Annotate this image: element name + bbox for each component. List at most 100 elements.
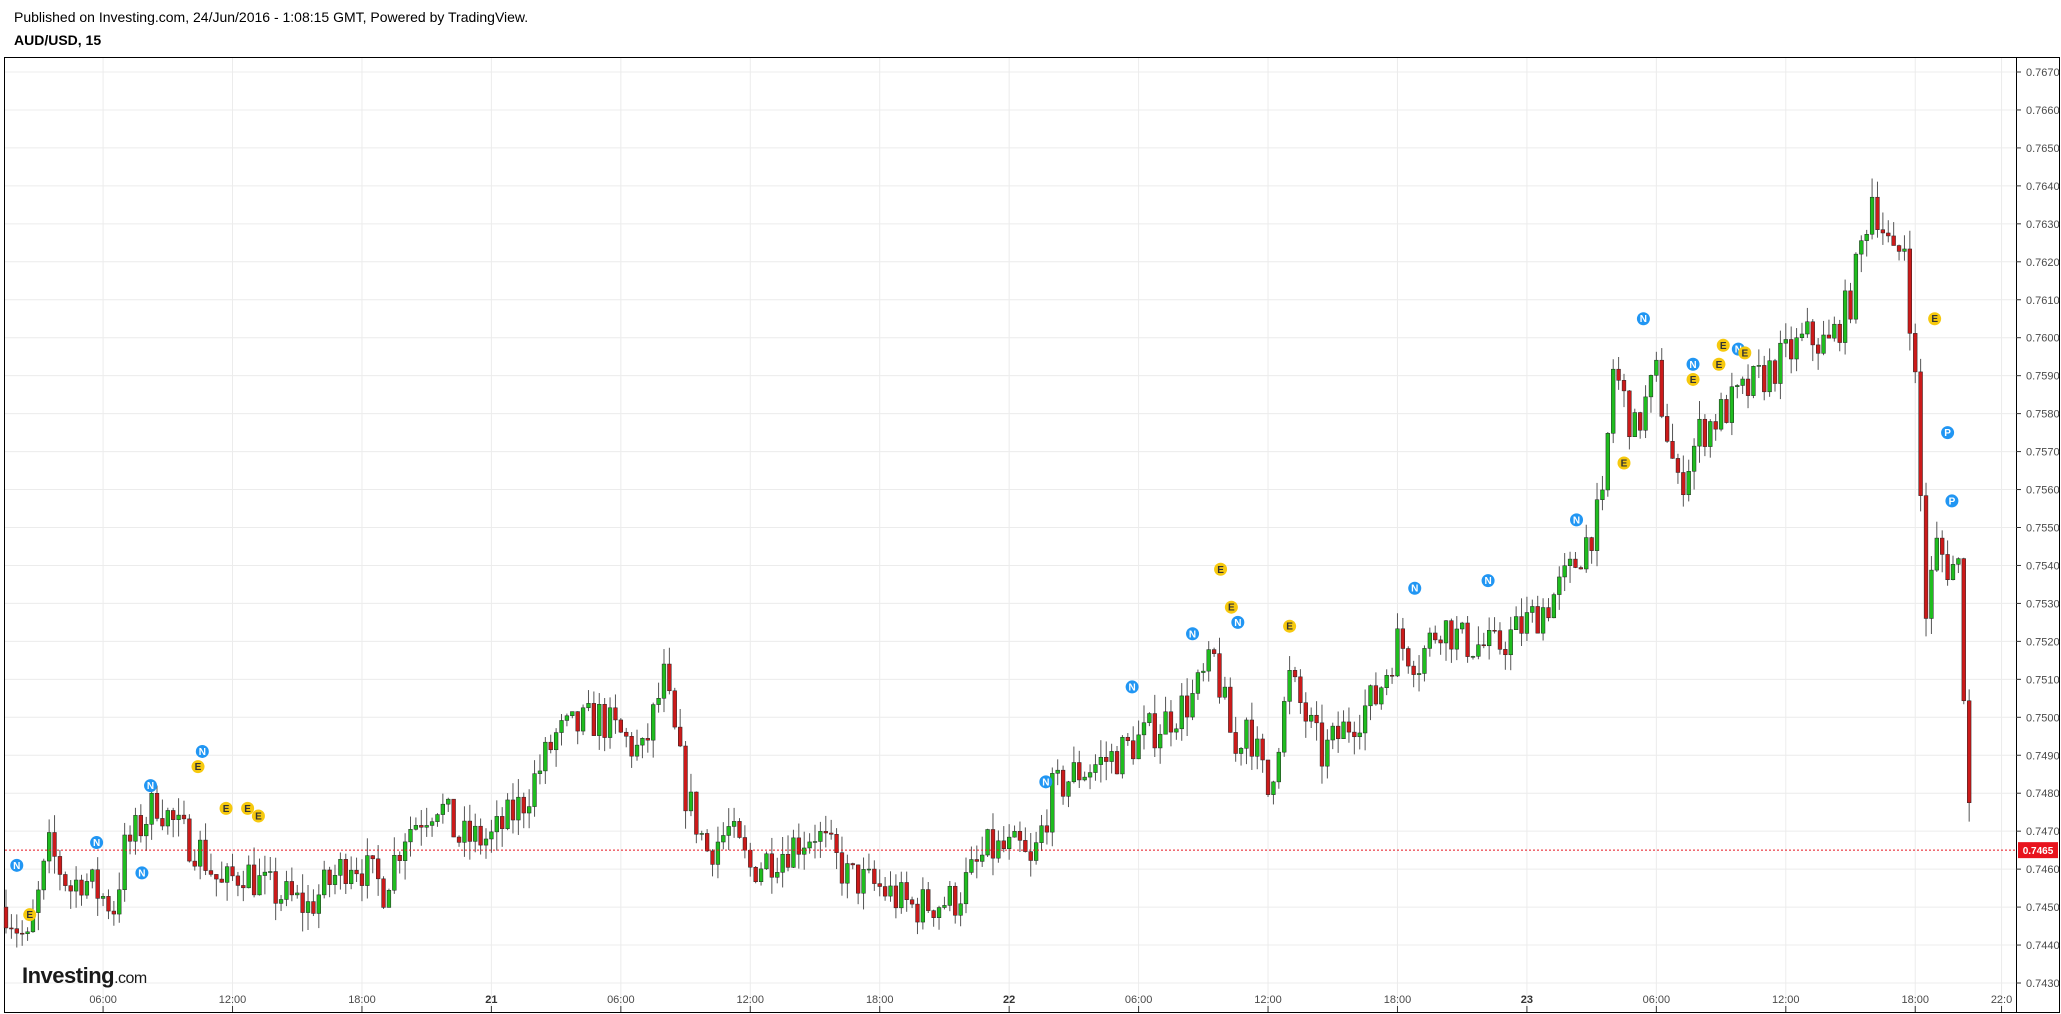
candle-down xyxy=(1967,700,1972,803)
candle-down xyxy=(904,882,909,900)
candle-down xyxy=(1481,644,1486,647)
candle-down xyxy=(1131,740,1136,760)
candle-up xyxy=(1487,630,1492,647)
marker-circle xyxy=(135,866,149,880)
candle-up xyxy=(807,841,812,849)
candle-down xyxy=(1713,421,1718,430)
candle-up xyxy=(1551,594,1557,619)
candle-up xyxy=(1120,736,1125,775)
candle-up xyxy=(1767,360,1772,393)
candle-down xyxy=(1503,649,1508,656)
candle-down xyxy=(95,869,100,899)
time-tick-label: 21 xyxy=(485,994,497,1006)
marker-circle xyxy=(1686,357,1700,371)
marker-letter: E xyxy=(195,762,202,773)
candle-up xyxy=(1956,558,1961,565)
candle-up xyxy=(1869,196,1875,235)
candle-up xyxy=(1929,569,1934,619)
candle-down xyxy=(742,837,748,851)
candle-down xyxy=(1616,368,1621,381)
candle-down xyxy=(1896,245,1902,252)
candle-down xyxy=(1789,339,1794,360)
candle-up xyxy=(1244,719,1249,749)
candle-up xyxy=(1832,323,1837,339)
candle-up xyxy=(1158,733,1163,749)
candle-up xyxy=(726,826,731,836)
candle-up xyxy=(688,791,694,812)
candle-down xyxy=(1492,630,1497,632)
candle-up xyxy=(920,889,926,923)
candle-up xyxy=(408,829,413,843)
candle-up xyxy=(1540,607,1546,634)
candle-up xyxy=(958,903,963,916)
candle-up xyxy=(133,815,138,842)
candle-up xyxy=(278,899,284,904)
candle-down xyxy=(203,839,208,871)
candle-up xyxy=(1190,693,1195,718)
price-tick-label: 0.7490 xyxy=(2026,750,2060,762)
candle-up xyxy=(144,824,149,837)
candle-up xyxy=(1697,418,1702,447)
candle-down xyxy=(1762,365,1767,393)
candle-down xyxy=(931,910,936,918)
grid-lines xyxy=(5,58,2016,1012)
price-axis: 0.7430 0.7440 0.7450 0.7460 0.7470 0.7480 0.74… xyxy=(2016,67,2060,990)
marker-letter: E xyxy=(244,804,251,815)
candle-up xyxy=(268,871,273,873)
candle-down xyxy=(839,852,845,884)
candle-up xyxy=(446,798,451,805)
candle-down xyxy=(823,831,828,834)
price-tick-label: 0.7550 xyxy=(2026,523,2060,535)
marker-letter: N xyxy=(1411,584,1418,595)
candle-up xyxy=(489,831,494,840)
candle-down xyxy=(214,874,219,880)
price-tick-label: 0.7560 xyxy=(2026,485,2060,497)
price-tick-label: 0.7630 xyxy=(2026,219,2060,231)
candle-down xyxy=(618,719,623,733)
candle-up xyxy=(1454,628,1459,650)
time-tick-label: 06:00 xyxy=(1643,994,1671,1006)
candle-down xyxy=(241,885,246,889)
time-tick-label: 06:00 xyxy=(89,994,117,1006)
p-event-marker: P xyxy=(1941,426,1955,440)
candle-down xyxy=(1233,732,1238,754)
last-price-label: 0.7465 xyxy=(2023,846,2054,857)
price-tick-label: 0.7660 xyxy=(2026,105,2060,117)
marker-circle xyxy=(1408,581,1422,595)
candle-up xyxy=(532,773,537,807)
news-event-marker: N xyxy=(195,744,209,758)
candle-up xyxy=(731,821,737,827)
marker-circle xyxy=(1039,775,1053,789)
candle-up xyxy=(494,816,499,833)
candle-up xyxy=(386,889,392,908)
economic-event-marker: E xyxy=(1716,338,1730,352)
candle-down xyxy=(192,860,197,867)
marker-letter: E xyxy=(255,811,262,822)
candle-up xyxy=(1098,756,1103,765)
news-event-marker: N xyxy=(1408,581,1422,595)
candle-down xyxy=(1389,675,1395,677)
candle-down xyxy=(834,834,839,853)
time-tick-label: 12:00 xyxy=(219,994,247,1006)
marker-circle xyxy=(1214,562,1228,576)
candle-up xyxy=(1416,673,1422,675)
news-event-marker: N xyxy=(1686,357,1700,371)
candle-up xyxy=(322,869,327,896)
marker-circle xyxy=(191,760,205,774)
candle-up xyxy=(656,698,661,705)
candle-up xyxy=(305,901,311,913)
candle-up xyxy=(1562,565,1567,578)
economic-event-marker: E xyxy=(23,908,37,922)
candle-up xyxy=(1163,711,1168,735)
time-tick-label: 18:00 xyxy=(1901,994,1929,1006)
economic-event-marker: E xyxy=(1283,619,1297,633)
candle-up xyxy=(1174,728,1179,733)
candle-down xyxy=(990,829,996,859)
candle-down xyxy=(500,816,505,829)
candle-down xyxy=(138,815,143,837)
price-tick-label: 0.7470 xyxy=(2026,826,2060,838)
candle-down xyxy=(1077,762,1082,781)
candle-down xyxy=(1168,711,1174,733)
candle-up xyxy=(1136,734,1141,760)
time-tick-label: 06:00 xyxy=(1125,994,1153,1006)
